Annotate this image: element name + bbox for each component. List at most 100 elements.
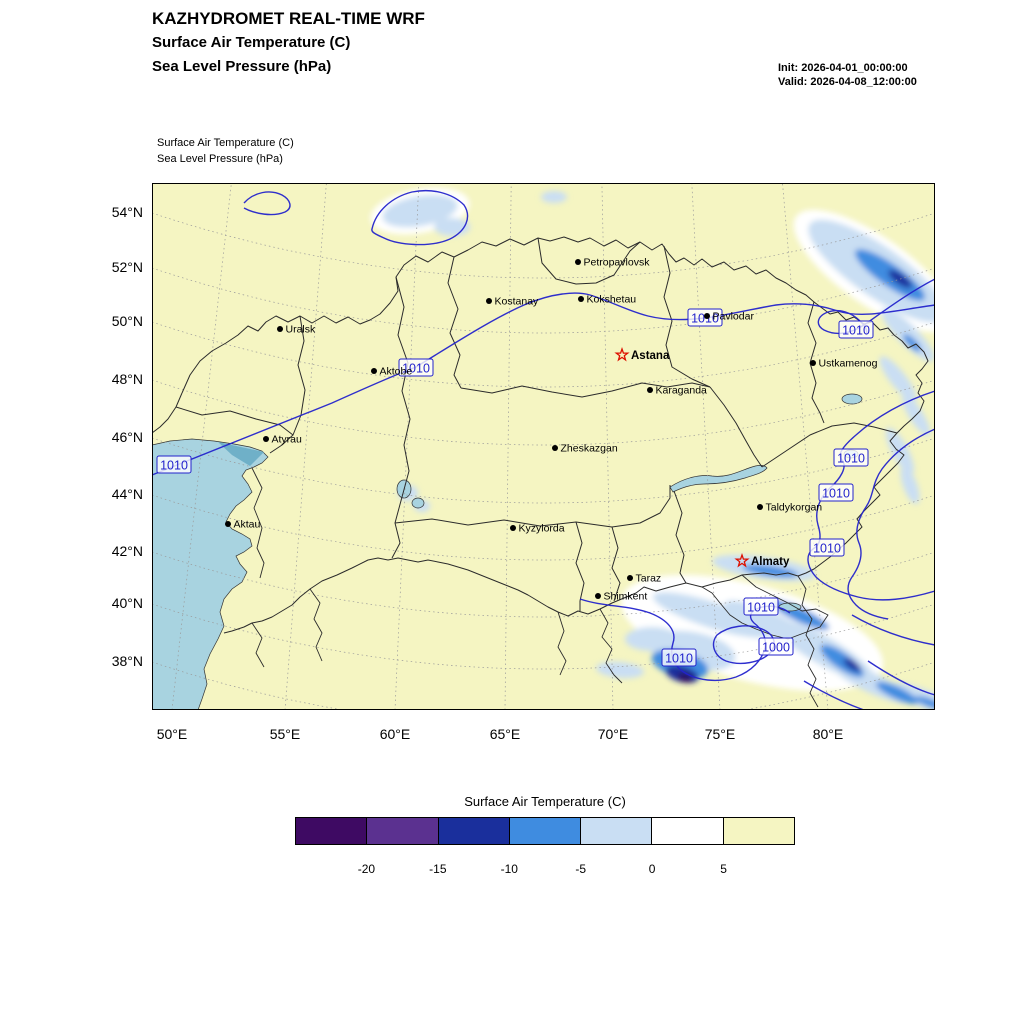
subtitle-pressure: Sea Level Pressure (hPa) [152,58,332,75]
map-border [152,183,935,710]
city-label: Pavlodar [713,311,755,323]
lat-tick-label: 52°N [111,259,143,275]
city-dot-icon [371,368,377,374]
aral-sea-east [411,497,425,509]
city-marker: Almaty [734,552,790,568]
svg-text:1010: 1010 [842,324,870,338]
lon-tick-label: 80°E [812,726,844,742]
colorbar-cell [509,818,582,844]
city-marker: Kyzylorda [510,523,565,535]
lat-tick-label: 38°N [111,653,143,669]
city-dot-icon [225,521,231,527]
lat-tick-label: 44°N [111,486,143,502]
parallel-line [152,661,935,710]
water-bodies [152,393,863,710]
capital-star-icon [734,552,750,568]
city-label: Zheskazgan [561,443,618,455]
lat-tick-label: 40°N [111,595,143,611]
pressure-label: 1010 [833,448,869,467]
city-dot-icon [810,360,816,366]
city-marker: Karaganda [647,385,707,397]
parallel-line [152,212,935,279]
svg-text:1010: 1010 [813,542,841,556]
colorbar-tick-label: -10 [500,862,518,876]
init-time: Init: 2026-04-01_00:00:00 [778,62,908,74]
colorbar-tick-label: 0 [648,862,656,876]
borders [152,236,929,708]
colorbar-tick-label: 5 [720,862,727,876]
colorbar-cell [581,818,653,844]
lon-tick-label: 60°E [379,726,411,742]
lon-tick-label: 65°E [489,726,521,742]
city-marker: Uralsk [277,324,316,336]
subtitle-temperature: Surface Air Temperature (C) [152,34,351,51]
city-dot-icon [647,387,653,393]
city-marker: Taldykorgan [757,502,822,514]
run-times: Init: 2026-04-01_00:00:00 Valid: 2026-04… [778,61,917,89]
colorbar [295,817,795,845]
svg-text:1010: 1010 [822,487,850,501]
svg-text:1010: 1010 [665,652,693,666]
city-label: Taraz [636,573,662,585]
city-marker: Pavlodar [704,311,754,323]
graticule [152,183,935,710]
parallel-line [152,603,935,670]
city-label: Kyzylorda [519,523,565,535]
city-dot-icon [575,259,581,265]
parallel-line [152,494,935,561]
svg-text:1010: 1010 [160,459,188,473]
city-dot-icon [627,575,633,581]
lat-tick-label: 46°N [111,429,143,445]
svg-text:1010: 1010 [837,452,865,466]
colorbar-cell [296,818,368,844]
city-dot-icon [578,296,584,302]
parallel-line [152,321,935,388]
city-dot-icon [486,298,492,304]
city-marker: Shimkent [595,591,647,603]
lon-tick-label: 50°E [156,726,188,742]
svg-text:1010: 1010 [402,362,430,376]
city-marker: Kostanay [486,296,539,308]
lake-balkhash [669,465,768,493]
colorbar-tick-label: -20 [357,862,376,876]
parallel-line [152,379,935,446]
pressure-label: 1010 [743,597,779,616]
city-dot-icon [510,525,516,531]
lon-tick-label: 75°E [704,726,736,742]
pressure-label: 1010 [838,320,874,339]
city-label: Aktobe [380,366,413,378]
city-marker: Astana [614,346,670,362]
pressure-label: 1010 [818,483,854,502]
city-label: Petropavlovsk [584,257,651,269]
lon-tick-label: 55°E [269,726,301,742]
page-title: KAZHYDROMET REAL-TIME WRF [152,9,425,28]
city-layer: Petropavlovsk Kostanay Kokshetau Pavlodar Ur… [225,257,878,603]
lat-tick-label: 42°N [111,543,143,559]
city-marker: Ustkamenog [810,358,878,370]
svg-text:1000: 1000 [762,641,790,655]
valid-time: Valid: 2026-04-08_12:00:00 [778,76,917,88]
city-marker: Atyrau [263,434,302,446]
pressure-label: 1010 [661,648,697,667]
city-label: Almaty [751,556,790,568]
colorbar-tick-label: -5 [575,862,587,876]
city-label: Taldykorgan [766,502,823,514]
city-label: Aktau [234,519,261,531]
city-dot-icon [595,593,601,599]
meridian-line [171,183,232,710]
city-dot-icon [704,313,710,319]
city-label: Kokshetau [587,294,637,306]
city-marker: Aktobe [371,366,412,378]
colorbar-cell [723,818,794,844]
lon-tick-label: 70°E [597,726,629,742]
city-marker: Petropavlovsk [575,257,650,269]
map-area: 1010 1010 1010 1010 1010 1010 1010 1010 1000 1010… [152,183,935,710]
lat-tick-label: 54°N [111,204,143,220]
city-marker: Zheskazgan [552,443,618,455]
parallel-line [152,437,935,504]
city-marker: Taraz [627,573,661,585]
map-caption-line1: Surface Air Temperature (C) [157,137,294,149]
map-caption-line2: Sea Level Pressure (hPa) [157,153,283,165]
city-label: Atyrau [272,434,303,446]
pressure-label: 1010 [809,538,845,557]
